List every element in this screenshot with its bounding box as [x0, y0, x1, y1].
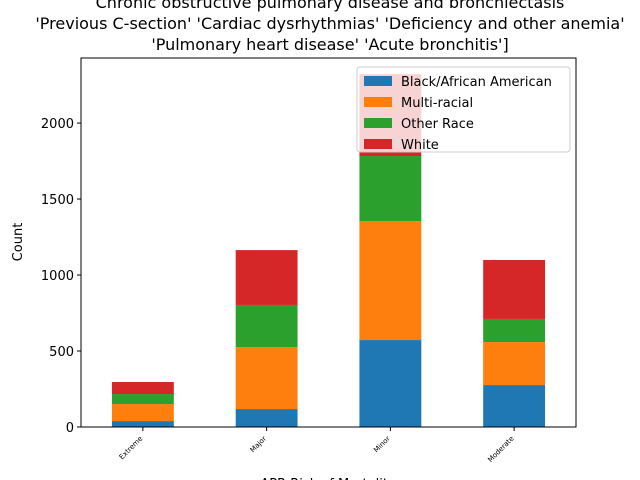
- x-tick-label: Major: [249, 435, 268, 454]
- chart-title: 'Pulmonary heart disease' 'Acute bronchi…: [151, 35, 508, 54]
- bar-segment: [235, 409, 298, 427]
- legend-box: [356, 66, 571, 153]
- x-tick-label: Minor: [372, 435, 392, 455]
- x-axis-label: APR Risk of Mortality: [260, 477, 396, 480]
- plot-frame: [80, 57, 577, 428]
- chart-title: Chronic obstructive pulmonary disease an…: [96, 0, 565, 12]
- y-tick-label: 1000: [41, 269, 74, 284]
- legend-label: Other Race: [401, 117, 474, 132]
- bar-segment: [359, 340, 422, 427]
- y-tick-label: 1500: [41, 193, 74, 208]
- legend-label: White: [401, 138, 439, 153]
- chart-title: 'Previous C-section' 'Cardiac dysrhythmi…: [35, 14, 624, 33]
- x-tick-label: Extreme: [118, 435, 144, 461]
- x-tick-label: Moderate: [486, 435, 515, 464]
- bar-segment: [483, 385, 546, 427]
- legend-swatch: [364, 118, 392, 128]
- bar-segment: [235, 304, 298, 348]
- bar-segment: [483, 318, 546, 343]
- legend-label: Black/African American: [401, 75, 552, 90]
- bar-segment: [359, 221, 422, 341]
- bar-segment: [483, 259, 546, 319]
- y-axis-label: Count: [11, 223, 26, 262]
- y-tick-label: 2000: [41, 117, 74, 132]
- legend-swatch: [364, 139, 392, 149]
- bar-segment: [235, 250, 298, 305]
- y-tick-label: 500: [49, 345, 74, 360]
- bar-segment: [111, 404, 174, 422]
- y-tick-label: 0: [66, 421, 74, 436]
- bar-segment: [111, 421, 174, 427]
- bar-segment: [235, 347, 298, 410]
- legend-swatch: [364, 97, 392, 107]
- bar-segment: [111, 382, 174, 395]
- bar-segment: [359, 156, 422, 222]
- bar-segment: [483, 342, 546, 386]
- legend-swatch: [364, 76, 392, 86]
- bar-segment: [111, 394, 174, 405]
- legend-label: Multi-racial: [401, 96, 473, 111]
